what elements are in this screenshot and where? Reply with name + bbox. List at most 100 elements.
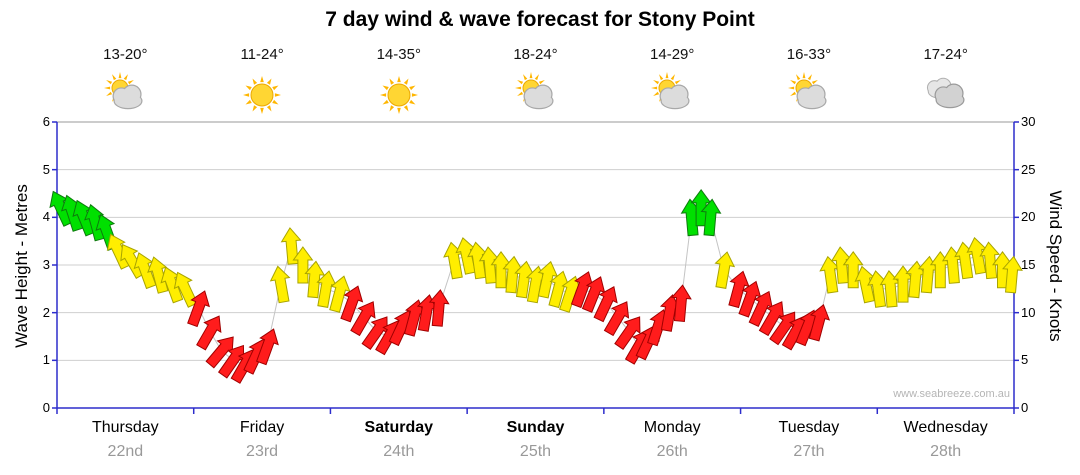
sun-ray [106, 91, 113, 96]
sun-ray [653, 80, 660, 85]
sun-ray [245, 99, 252, 105]
day-date-label: 24th [383, 443, 415, 460]
sun-ray [516, 80, 523, 85]
left-axis-tick-label: 0 [42, 400, 50, 415]
sun-ray [795, 74, 801, 81]
temp-range-label: 13-20° [103, 46, 148, 63]
sun-ray [106, 80, 113, 85]
wind-arrow [1002, 255, 1023, 294]
sun-ray [379, 93, 386, 97]
sun-ray [408, 85, 416, 91]
temp-range-label: 18-24° [513, 46, 558, 63]
wind-arrow [614, 316, 641, 351]
wind-arrow [84, 203, 106, 242]
wind-arrow [428, 289, 450, 327]
sun-ray [266, 105, 272, 112]
wind-arrow [120, 243, 146, 279]
sun-ray [389, 78, 394, 85]
day-date-label: 27th [793, 443, 825, 460]
sun-ray [124, 74, 129, 81]
left-axis-tick-label: 4 [42, 209, 50, 225]
wind-arrow [329, 275, 351, 313]
sunny-icon [379, 76, 418, 114]
sun-ray [396, 76, 401, 83]
sun-ray [260, 76, 264, 83]
sun-ray [128, 80, 135, 85]
left-axis-tick-label: 1 [42, 352, 50, 368]
wind-arrow [700, 198, 722, 237]
sun-ray [396, 107, 401, 114]
cloud-shape [659, 84, 690, 110]
sun-ray [790, 91, 797, 96]
sun-ray [787, 86, 795, 90]
sun-ray [538, 80, 545, 85]
day-name-label: Sunday [506, 419, 565, 436]
cloud-shape [796, 84, 827, 110]
day-name-label: Monday [643, 419, 701, 436]
right-axis-tick-label: 30 [1021, 114, 1036, 129]
left-axis-tick-label: 6 [42, 114, 50, 129]
left-axis-tick-label: 5 [42, 161, 50, 177]
sun-ray [411, 93, 418, 97]
partly-cloudy-icon [104, 72, 143, 110]
sun-ray [516, 91, 523, 96]
sun-ray [653, 91, 660, 96]
temp-range-label: 11-24° [240, 46, 284, 63]
day-name-label: Wednesday [903, 419, 988, 436]
sun-ray [807, 74, 812, 81]
wind-arrow [670, 284, 692, 323]
sun-ray [382, 85, 389, 91]
day-date-label: 22nd [107, 443, 144, 460]
day-name-label: Saturday [364, 419, 434, 436]
wind-arrow [256, 328, 279, 366]
sun-ray [514, 86, 521, 90]
sun-ray [252, 105, 258, 112]
sun-ray [382, 99, 389, 105]
partly-cloudy-icon [514, 72, 554, 110]
sun-ray [790, 80, 797, 85]
right-axis-tick-label: 0 [1021, 400, 1029, 415]
sun-ray [272, 99, 279, 105]
day-date-label: 25th [519, 443, 552, 460]
day-name-label: Tuesday [778, 419, 840, 436]
day-name-label: Friday [239, 419, 285, 436]
day-date-label: 28th [930, 443, 962, 460]
cloud-shape [112, 84, 143, 110]
left-axis-tick-label: 3 [42, 257, 50, 272]
sun-ray [659, 74, 664, 81]
wind-arrow [304, 260, 326, 299]
sun-ray [260, 107, 264, 114]
wind-arrow [187, 290, 210, 328]
wind-arrow [593, 286, 618, 323]
partly-cloudy-icon [651, 72, 690, 110]
sun-ray [408, 99, 416, 105]
wind-arrow [106, 233, 132, 270]
partly-cloudy-icon [787, 72, 827, 110]
sun-ray [522, 74, 527, 81]
left-axis-tick-label: 2 [42, 304, 50, 320]
sun-ray [802, 72, 806, 79]
day-date-label: 23rd [246, 443, 279, 460]
temp-range-label: 16-33° [786, 46, 832, 63]
sun-ray [118, 72, 122, 79]
wind-arrow [340, 285, 364, 323]
wind-arrow [603, 301, 630, 337]
wind-arrow [173, 271, 199, 308]
sun-disc [387, 83, 411, 107]
sun-ray [811, 80, 818, 85]
sun-ray [389, 105, 394, 112]
sun-ray [534, 74, 539, 81]
sun-ray [403, 105, 409, 112]
cloud-shape [934, 83, 965, 109]
wind-arrow [808, 303, 831, 342]
wind-arrow [979, 241, 1001, 280]
sun-ray [245, 85, 252, 91]
right-axis-tick-label: 5 [1021, 352, 1029, 368]
sun-ray [403, 78, 409, 85]
right-axis-tick-label: 10 [1021, 304, 1036, 320]
sun-ray [112, 74, 117, 81]
temp-range-label: 17-24° [923, 46, 968, 63]
right-axis-tick-label: 25 [1021, 161, 1036, 177]
